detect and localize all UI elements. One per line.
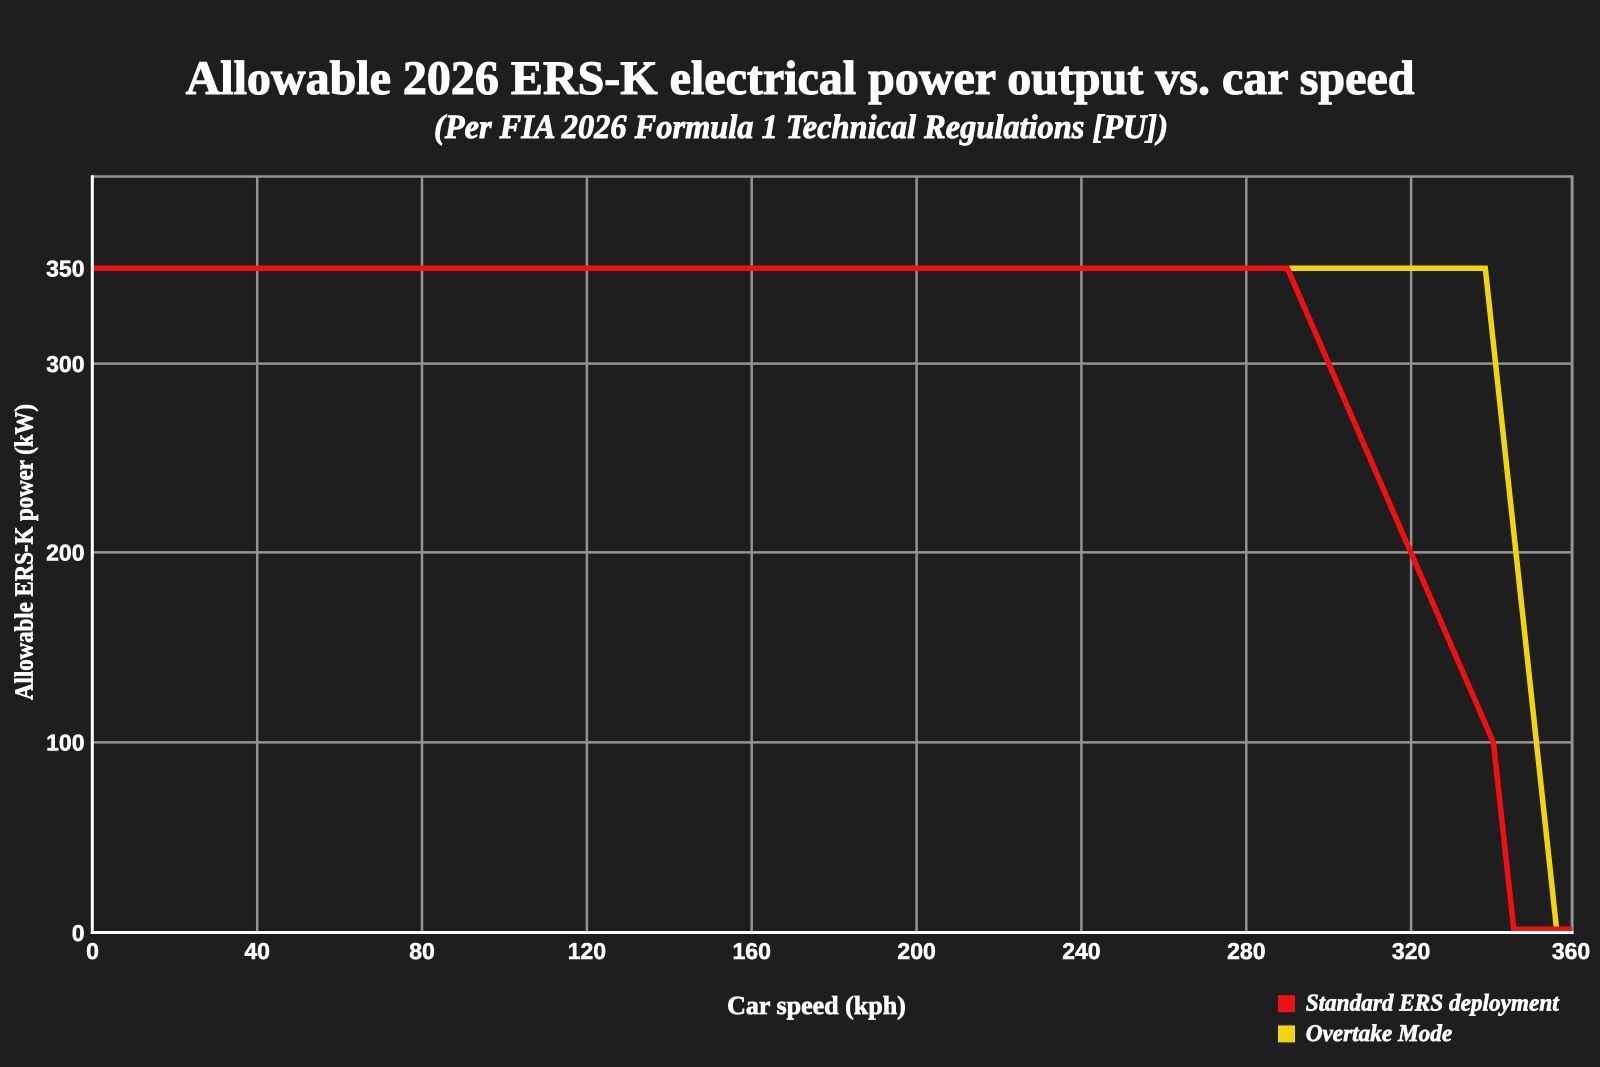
svg-text:Allowable ERS-K power (kW): Allowable ERS-K power (kW) <box>10 404 39 700</box>
svg-text:Overtake Mode: Overtake Mode <box>1306 1021 1453 1047</box>
svg-text:200: 200 <box>46 540 84 566</box>
svg-text:80: 80 <box>409 938 435 964</box>
svg-text:280: 280 <box>1227 938 1265 964</box>
svg-text:300: 300 <box>46 351 84 377</box>
svg-text:0: 0 <box>72 920 85 946</box>
svg-text:350: 350 <box>46 256 84 282</box>
svg-text:(Per FIA 2026 Formula 1 Techni: (Per FIA 2026 Formula 1 Technical Regula… <box>434 109 1168 146</box>
svg-text:240: 240 <box>1062 938 1100 964</box>
svg-text:40: 40 <box>244 938 270 964</box>
svg-text:320: 320 <box>1392 938 1430 964</box>
svg-text:120: 120 <box>568 938 606 964</box>
svg-text:160: 160 <box>733 938 771 964</box>
svg-text:360: 360 <box>1552 938 1590 964</box>
svg-text:Car speed (kph): Car speed (kph) <box>727 991 906 1020</box>
svg-text:Allowable 2026 ERS-K electrica: Allowable 2026 ERS-K electrical power ou… <box>186 52 1415 105</box>
svg-text:Standard ERS deployment: Standard ERS deployment <box>1306 991 1560 1017</box>
svg-text:200: 200 <box>897 938 935 964</box>
svg-text:0: 0 <box>86 938 99 964</box>
svg-text:100: 100 <box>46 730 84 756</box>
